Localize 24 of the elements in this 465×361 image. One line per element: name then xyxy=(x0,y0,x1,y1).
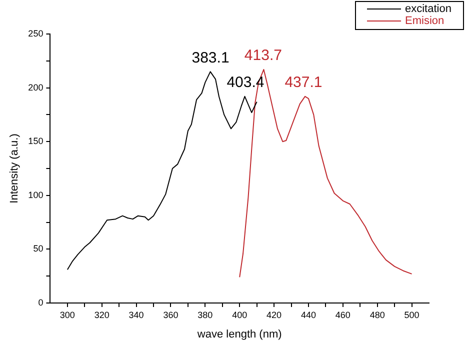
annotation: 383.1 xyxy=(192,49,230,66)
x-tick-label: 380 xyxy=(198,310,213,320)
x-tick-label: 440 xyxy=(300,310,316,320)
x-tick-label: 500 xyxy=(404,310,420,320)
x-tick-label: 480 xyxy=(370,310,385,320)
x-tick-label: 360 xyxy=(163,310,178,320)
annotation: 437.1 xyxy=(284,74,322,92)
y-tick-label: 100 xyxy=(28,190,44,200)
x-tick-label: 460 xyxy=(335,310,350,320)
x-tick-label: 300 xyxy=(60,310,75,320)
y-tick-label: 50 xyxy=(33,244,44,254)
x-tick-label: 400 xyxy=(232,310,248,320)
x-axis-title: wave length (nm) xyxy=(196,328,282,340)
y-tick-label: 200 xyxy=(28,82,44,92)
annotation: 413.7 xyxy=(244,47,282,64)
y-tick-label: 250 xyxy=(28,28,44,38)
y-axis-title: Intensity (a.u.) xyxy=(8,134,21,204)
x-tick-label: 320 xyxy=(94,310,110,320)
x-tick-label: 420 xyxy=(266,310,282,320)
x-tick-label: 340 xyxy=(128,310,144,320)
legend-label: Emision xyxy=(405,15,444,28)
legend-label: excitation xyxy=(405,3,452,16)
y-tick-label: 0 xyxy=(38,297,44,308)
y-tick-label: 150 xyxy=(28,136,44,146)
